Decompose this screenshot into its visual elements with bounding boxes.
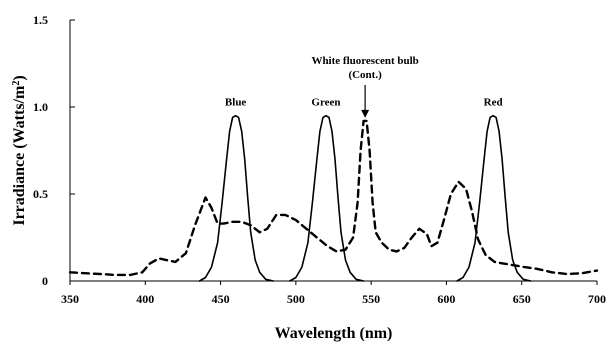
- x-tick-label: 650: [513, 292, 531, 306]
- white-bulb-arrow: [361, 85, 370, 118]
- x-tick-label: 500: [287, 292, 305, 306]
- x-tick-label: 450: [212, 292, 230, 306]
- y-axis-title: Irradiance (Watts/m2): [11, 75, 29, 225]
- series-line-red: [456, 114, 532, 282]
- x-tick-label: 550: [362, 292, 380, 306]
- blue-peak-label: Blue: [225, 97, 247, 109]
- x-tick-label: 400: [136, 292, 154, 306]
- y-axis-title-main: Irradiance (Watts/m: [11, 85, 28, 226]
- x-tick-label: 700: [588, 292, 606, 306]
- green-peak-label: Green: [311, 97, 340, 109]
- y-axis-title-end: ): [11, 75, 28, 80]
- series-line-blue: [198, 114, 275, 282]
- x-tick-label: 600: [437, 292, 455, 306]
- x-tick-label: 350: [61, 292, 79, 306]
- white-bulb-label-line2: (Cont.): [348, 69, 382, 81]
- y-tick-label: 1.0: [33, 100, 48, 114]
- series-line-green: [288, 114, 365, 282]
- white-bulb-label-line1: White fluorescent bulb: [311, 55, 418, 67]
- x-axis-title: Wavelength (nm): [275, 325, 393, 342]
- y-axis-title-sup: 2: [11, 81, 22, 86]
- y-tick-label: 0: [42, 274, 48, 288]
- red-peak-label: Red: [484, 97, 503, 109]
- y-ticks: 0 0.5 1.0 1.5: [33, 13, 75, 288]
- y-tick-label: 0.5: [33, 187, 48, 201]
- white-bulb-arrow-head: [361, 109, 370, 118]
- y-tick-label: 1.5: [33, 13, 48, 27]
- series-layer: [68, 114, 599, 282]
- axes: [69, 20, 597, 282]
- x-ticks: 350 400 450 500 550 600 650 700: [61, 281, 606, 306]
